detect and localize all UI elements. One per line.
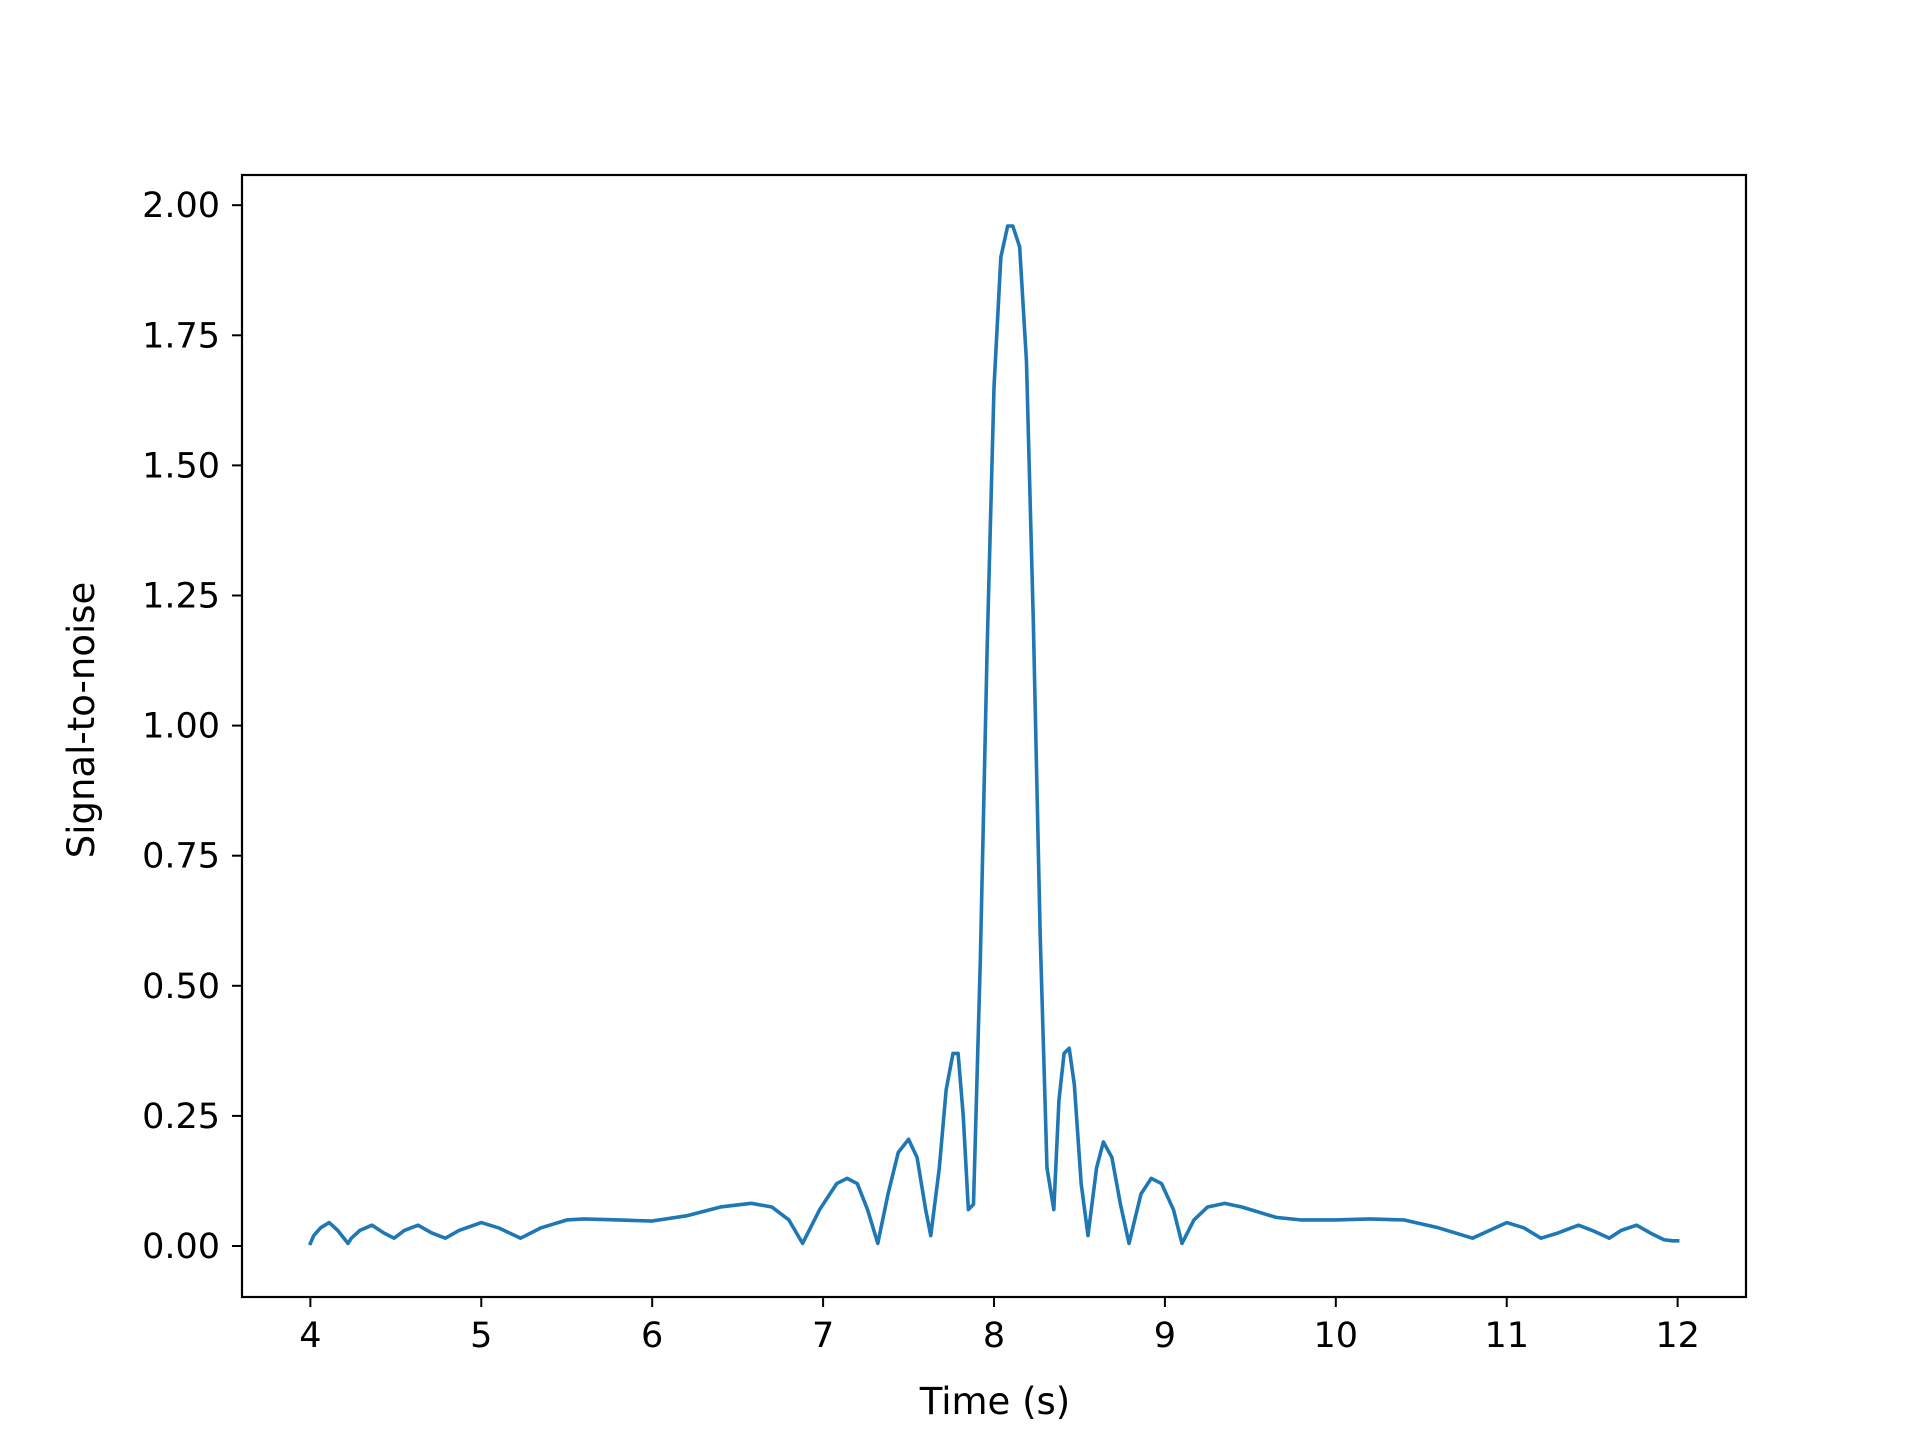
y-tick-label: 1.25	[142, 576, 220, 616]
x-tick-label: 9	[1154, 1316, 1176, 1356]
y-tick-label: 0.75	[142, 837, 220, 877]
y-axis: 0.00 0.25 0.50 0.75 1.00 1.25 1.50 1.75 2.00	[142, 186, 242, 1267]
x-tick-label: 4	[299, 1316, 321, 1356]
x-tick-label: 12	[1655, 1316, 1700, 1356]
y-tick-label: 0.00	[142, 1227, 220, 1267]
x-axis: 4 5 6 7 8 9 10 11 12	[299, 1297, 1700, 1356]
y-tick-label: 1.00	[142, 707, 220, 747]
y-tick-label: 2.00	[142, 186, 220, 226]
x-tick-label: 11	[1484, 1316, 1529, 1356]
x-tick-label: 7	[812, 1316, 834, 1356]
y-tick-label: 0.50	[142, 967, 220, 1007]
x-tick-label: 8	[983, 1316, 1005, 1356]
y-axis-label: Signal-to-noise	[60, 582, 103, 859]
series-line-0	[307, 224, 1680, 1246]
x-axis-label: Time (s)	[919, 1380, 1070, 1423]
x-tick-label: 10	[1314, 1316, 1359, 1356]
y-tick-label: 1.75	[142, 316, 220, 356]
y-tick-label: 0.25	[142, 1097, 220, 1137]
x-tick-label: 5	[470, 1316, 492, 1356]
plot-frame	[240, 173, 1748, 1299]
y-tick-label: 1.50	[142, 446, 220, 486]
plot-area	[307, 224, 1680, 1246]
x-tick-label: 6	[641, 1316, 663, 1356]
